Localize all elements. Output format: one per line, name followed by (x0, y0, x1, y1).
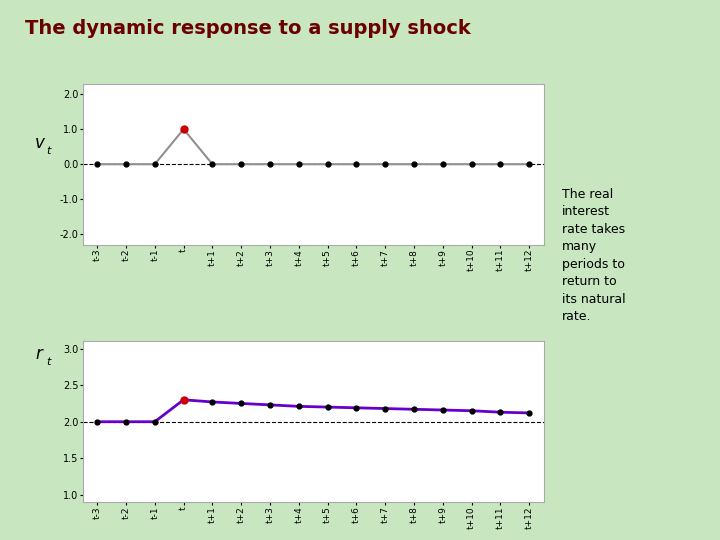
Text: The real
interest
rate takes
many
periods to
return to
its natural
rate.: The real interest rate takes many period… (562, 188, 626, 323)
Text: $\it{t}$: $\it{t}$ (45, 144, 53, 156)
Text: $\it{t}$: $\it{t}$ (45, 355, 53, 367)
Text: $\it{v}$: $\it{v}$ (34, 134, 45, 152)
Text: The dynamic response to a supply shock: The dynamic response to a supply shock (25, 19, 471, 38)
Text: $\it{r}$: $\it{r}$ (35, 345, 45, 363)
